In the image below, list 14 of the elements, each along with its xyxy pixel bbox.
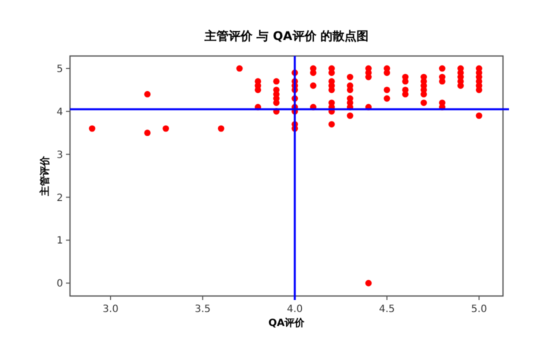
x-axis-title: QA评价 <box>268 317 306 329</box>
x-tick-label: 5.0 <box>471 304 487 315</box>
y-axis-title: 主管评价 <box>39 155 51 197</box>
x-tick-label: 3.5 <box>194 304 211 315</box>
y-tick-label: 5 <box>56 64 63 75</box>
y-tick-label: 2 <box>56 192 63 204</box>
x-tick-label: 4.0 <box>286 304 303 315</box>
y-tick-label: 3 <box>56 150 63 161</box>
chart-title: 主管评价 与 QA评价 的散点图 <box>203 29 369 43</box>
y-tick-label: 1 <box>56 236 63 247</box>
x-tick-label: 4.5 <box>378 304 395 315</box>
x-tick-label: 3.0 <box>102 304 118 315</box>
y-tick-label: 0 <box>56 278 63 290</box>
y-tick-label: 4 <box>56 106 63 118</box>
